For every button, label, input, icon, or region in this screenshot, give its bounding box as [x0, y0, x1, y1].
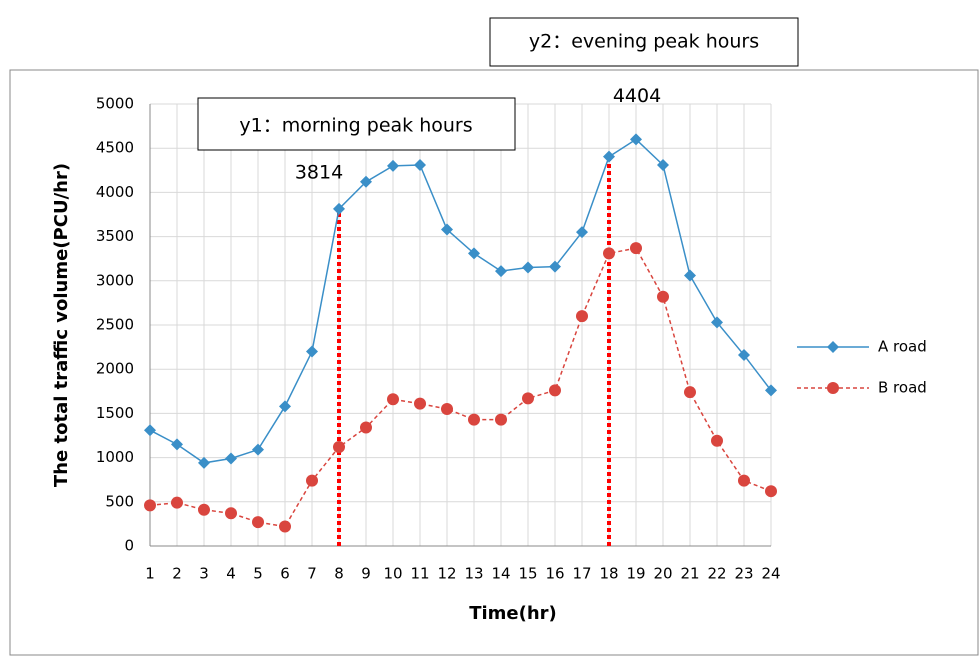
annotation-box [489, 17, 799, 67]
y-tick-label: 5000 [96, 95, 134, 113]
y-tick-label: 1500 [96, 404, 134, 422]
series-line [149, 138, 772, 464]
data-point [414, 158, 426, 171]
annotation: y2：evening peak hours [529, 31, 759, 53]
x-tick-label: 15 [518, 565, 537, 583]
x-tick-label: 9 [361, 565, 371, 583]
x-tick-label: 6 [280, 565, 290, 583]
y-tick-label: 4000 [96, 183, 134, 201]
data-point [198, 456, 210, 469]
x-tick-label: 17 [572, 565, 591, 583]
data-point [306, 345, 318, 358]
data-point [387, 393, 399, 406]
data-point [576, 310, 588, 323]
data-point [198, 503, 210, 516]
data-point [657, 290, 669, 303]
x-tick-label: 22 [707, 565, 726, 583]
annotation-box [197, 97, 516, 151]
data-point [414, 397, 426, 410]
chart-border [9, 69, 979, 656]
data-point [387, 159, 399, 172]
peak-label: 3814 [295, 161, 343, 183]
data-point [279, 400, 291, 413]
data-point [738, 474, 750, 487]
data-point [171, 438, 183, 451]
x-tick-label: 20 [653, 565, 672, 583]
data-point [603, 247, 615, 260]
data-point [468, 413, 480, 426]
y-tick-label: 2500 [96, 316, 134, 334]
x-tick-label: 7 [307, 565, 317, 583]
data-point [225, 452, 237, 465]
data-point [738, 349, 750, 362]
legend-marker [827, 341, 839, 353]
data-point [441, 223, 453, 236]
data-point [333, 440, 345, 453]
data-point [684, 386, 696, 399]
data-point [252, 516, 264, 529]
y-tick-label: 1000 [96, 448, 134, 466]
x-tick-label: 1 [145, 565, 155, 583]
x-tick-label: 18 [599, 565, 618, 583]
data-point [333, 202, 345, 215]
y-tick-label: 4500 [96, 139, 134, 157]
data-point [468, 247, 480, 260]
data-point [765, 485, 777, 498]
x-tick-label: 19 [626, 565, 645, 583]
data-point [549, 260, 561, 273]
data-point [684, 269, 696, 282]
x-tick-label: 14 [491, 565, 510, 583]
data-point [225, 507, 237, 520]
data-point [576, 226, 588, 239]
data-point [765, 384, 777, 397]
x-tick-label: 5 [253, 565, 263, 583]
data-point [630, 242, 642, 255]
x-tick-label: 23 [734, 565, 753, 583]
data-point [360, 175, 372, 188]
data-point [522, 392, 534, 405]
data-point [495, 265, 507, 278]
x-tick-label: 10 [383, 565, 402, 583]
data-point [306, 474, 318, 487]
data-point [144, 424, 156, 437]
data-point [711, 434, 723, 447]
y-tick-label: 0 [124, 537, 134, 555]
x-tick-label: 24 [761, 565, 780, 583]
x-tick-label: 8 [334, 565, 344, 583]
y-tick-label: 3500 [96, 227, 134, 245]
data-point [522, 261, 534, 274]
legend-label: A road [878, 338, 927, 356]
x-tick-label: 16 [545, 565, 564, 583]
x-axis-title: Time(hr) [469, 603, 557, 624]
legend-label: B road [878, 379, 927, 397]
x-tick-label: 13 [464, 565, 483, 583]
x-tick-label: 2 [172, 565, 182, 583]
series-line [149, 247, 772, 528]
legend-marker [827, 382, 839, 394]
data-point [171, 496, 183, 509]
data-point [252, 443, 264, 456]
data-point [630, 133, 642, 146]
y-tick-label: 500 [105, 492, 134, 510]
x-tick-label: 21 [680, 565, 699, 583]
data-point [603, 150, 615, 163]
data-point [360, 421, 372, 434]
annotation: y1：morning peak hours [239, 115, 472, 137]
y-axis-title: The total traffic volume(PCU/hr) [51, 163, 72, 487]
data-point [549, 384, 561, 397]
data-point [495, 413, 507, 426]
data-point [657, 158, 669, 171]
data-point [711, 316, 723, 329]
x-tick-label: 3 [199, 565, 209, 583]
y-tick-label: 2000 [96, 360, 134, 378]
data-point [279, 520, 291, 533]
data-point [144, 499, 156, 512]
x-tick-label: 11 [410, 565, 429, 583]
data-point [441, 402, 453, 415]
peak-label: 4404 [613, 85, 661, 107]
x-tick-label: 4 [226, 565, 236, 583]
x-tick-label: 12 [437, 565, 456, 583]
y-tick-label: 3000 [96, 271, 134, 289]
